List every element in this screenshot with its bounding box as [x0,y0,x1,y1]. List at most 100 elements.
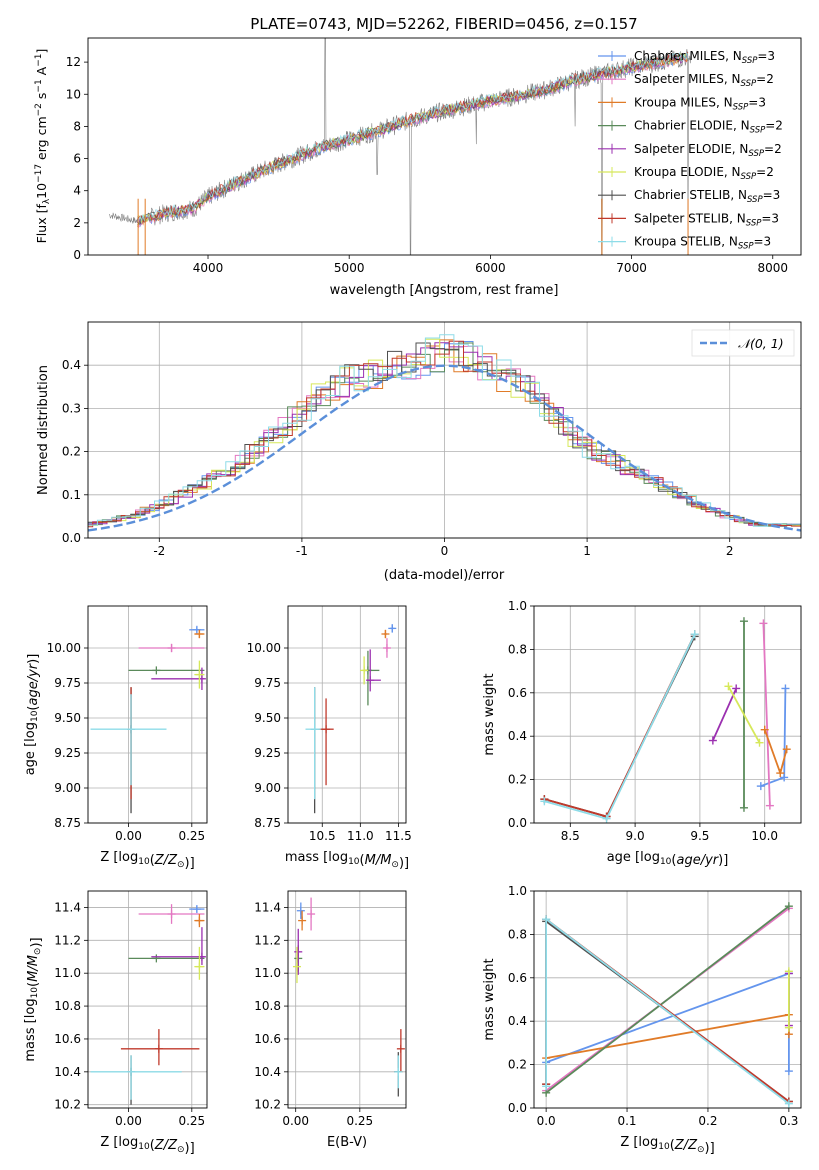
y-tick-label: 9.75 [254,676,281,690]
y-tick-label: 0.8 [508,927,527,941]
y-axis-label-age_vs_Z-part: ( [26,706,41,711]
plot-area-spectrum [109,38,692,255]
plot-area-mass_vs_Z [90,904,206,1105]
x-tick-label: 2 [726,544,734,558]
spectrum-y-axis-label-part: ] [34,49,49,54]
x-tick-label: 11.0 [347,829,374,843]
x-axis-label-age_vs_Z-part: )] [185,856,195,871]
series-line [727,685,761,744]
y-tick-label: 0.4 [508,1014,527,1028]
x-axis-label-massweight_vs_age-part: ( [671,853,676,868]
legend-label-subscript: SSP [741,79,757,89]
axes-frame [287,890,407,1109]
legend-label-subscript: SSP [733,102,749,112]
y-tick-label: 1.0 [508,599,527,613]
series-kroupa_elodie [724,682,764,747]
legend-label-value: =3 [763,188,781,202]
histogram-chabrier_stelib [88,342,801,527]
x-tick-label: -1 [296,544,308,558]
data-point-salpeter_miles [138,904,205,924]
x-axis-label-age_vs_mass: mass [log10(M/M⊙)] [285,850,409,871]
legend-label-text: Kroupa STELIB, N [634,235,738,249]
data-point-kroupa_stelib [394,1055,403,1089]
plot-area-residuals [88,334,801,532]
legend-label-value: =3 [748,95,766,109]
y-axis-label-mass_vs_Z-part: mass [log [23,998,38,1061]
x-axis-label-age_vs_mass-part: 10 [348,857,360,867]
x-tick-label: 5000 [334,261,365,275]
legend-label-text: Salpeter MILES, N [634,72,741,86]
data-point-chabrier_miles [296,902,305,919]
y-tick-label: 6 [73,152,81,166]
spectrum-y-axis-label: Flux [fλ10−17 erg cm−2 s−1 A−1] [34,49,52,244]
y-tick-label: 0.0 [62,531,81,545]
y-axis-label-age_vs_Z-part: age [log [23,722,38,775]
x-tick-label: 0.3 [779,1114,798,1128]
x-axis-label-massweight_vs_age-part: 10 [660,857,672,867]
legend-label-text: Salpeter ELODIE, N [634,142,748,156]
y-tick-label: 0 [73,248,81,262]
spectrum-y-axis-label-part: −1 [34,54,44,67]
y-tick-label: 9.50 [254,711,281,725]
data-point-salpeter_miles [382,638,391,658]
x-tick-label: 9.0 [626,829,645,843]
y-axis-label-massweight_vs_Z: mass weight [482,958,497,1040]
axes-frame [87,37,802,256]
normal-distribution-curve [88,364,801,532]
x-tick-label: 11.5 [385,829,412,843]
spectrum-y-axis-label-part: −17 [34,164,44,183]
legend-label-text: Chabrier MILES, N [634,49,742,63]
x-tick-label: 0.00 [115,1114,142,1128]
legend-label-salpeter_miles: Salpeter MILES, NSSP=2 [634,72,774,89]
y-tick-label: 10.8 [54,999,81,1013]
legend-label-subscript: SSP [748,149,764,159]
legend-label-value: =2 [756,165,774,179]
x-axis-label-massweight_vs_Z-part: Z [log [620,1135,658,1150]
legend-label-subscript: SSP [747,195,763,205]
residuals-y-axis-label: Normed distribution [36,365,51,495]
x-tick-label: 0.25 [178,1114,205,1128]
spectrum-y-axis-label-part: A [34,66,49,79]
legend-label-subscript: SSP [746,218,762,228]
y-axis-label-mass_vs_Z-part: )] [29,937,44,947]
x-axis-label-age_vs_Z-part: ( [150,853,155,868]
x-axis-label-massweight_vs_Z-part: Z/Z [674,1138,698,1153]
data-point-kroupa_elodie [360,656,369,685]
data-point-kroupa_elodie [194,660,205,689]
spectrum-y-axis-label-part: Flux [f [34,204,49,244]
x-axis-label-mass_vs_Z-part: Z [log [100,1135,138,1150]
legend-label-chabrier_elodie: Chabrier ELODIE, NSSP=2 [634,119,783,136]
axes-frame [287,605,407,824]
histogram-kroupa_stelib [88,334,801,527]
x-tick-label: 0 [441,544,449,558]
plot-area-age_vs_mass [305,624,397,814]
x-axis-label-mass_vs_Z-part: )] [185,1141,195,1156]
series-salpeter_elodie [708,684,741,745]
legend-label-text: Chabrier STELIB, N [634,188,747,202]
series-kroupa_stelib [542,915,793,1108]
y-tick-label: 12 [66,55,81,69]
series-kroupa_elodie [784,967,793,1032]
x-axis-label-massweight_vs_age: age [log10(age/yr)] [607,850,729,868]
histogram-kroupa_elodie [88,338,801,527]
x-tick-label: 0.2 [698,1114,717,1128]
data-point-salpeter_stelib [120,1029,200,1066]
y-tick-label: 10 [66,87,81,101]
y-tick-label: 0.4 [508,729,527,743]
y-tick-label: 0.4 [62,358,81,372]
x-tick-label: 0.25 [346,1114,373,1128]
x-axis-label-massweight_vs_Z-part: )] [705,1141,715,1156]
spectrum-y-axis-label-part: erg cm [34,116,49,164]
legend-label-text: Chabrier ELODIE, N [634,119,750,133]
legend-label-chabrier_miles: Chabrier MILES, NSSP=3 [634,49,775,66]
y-axis-label-age_vs_Z-part: )] [26,654,41,664]
y-tick-label: 0.2 [508,773,527,787]
axes-massweight_vs_Z: 0.0 0.1 0.2 0.3 0.0 0.2 0.4 0.6 0.8 1.0 [508,884,802,1128]
data-point-chabrier_miles [189,905,205,914]
y-tick-label: 9.75 [54,676,81,690]
x-tick-label: 8000 [757,261,788,275]
data-point-kroupa_miles [194,914,205,928]
data-point-kroupa_miles [381,629,390,639]
